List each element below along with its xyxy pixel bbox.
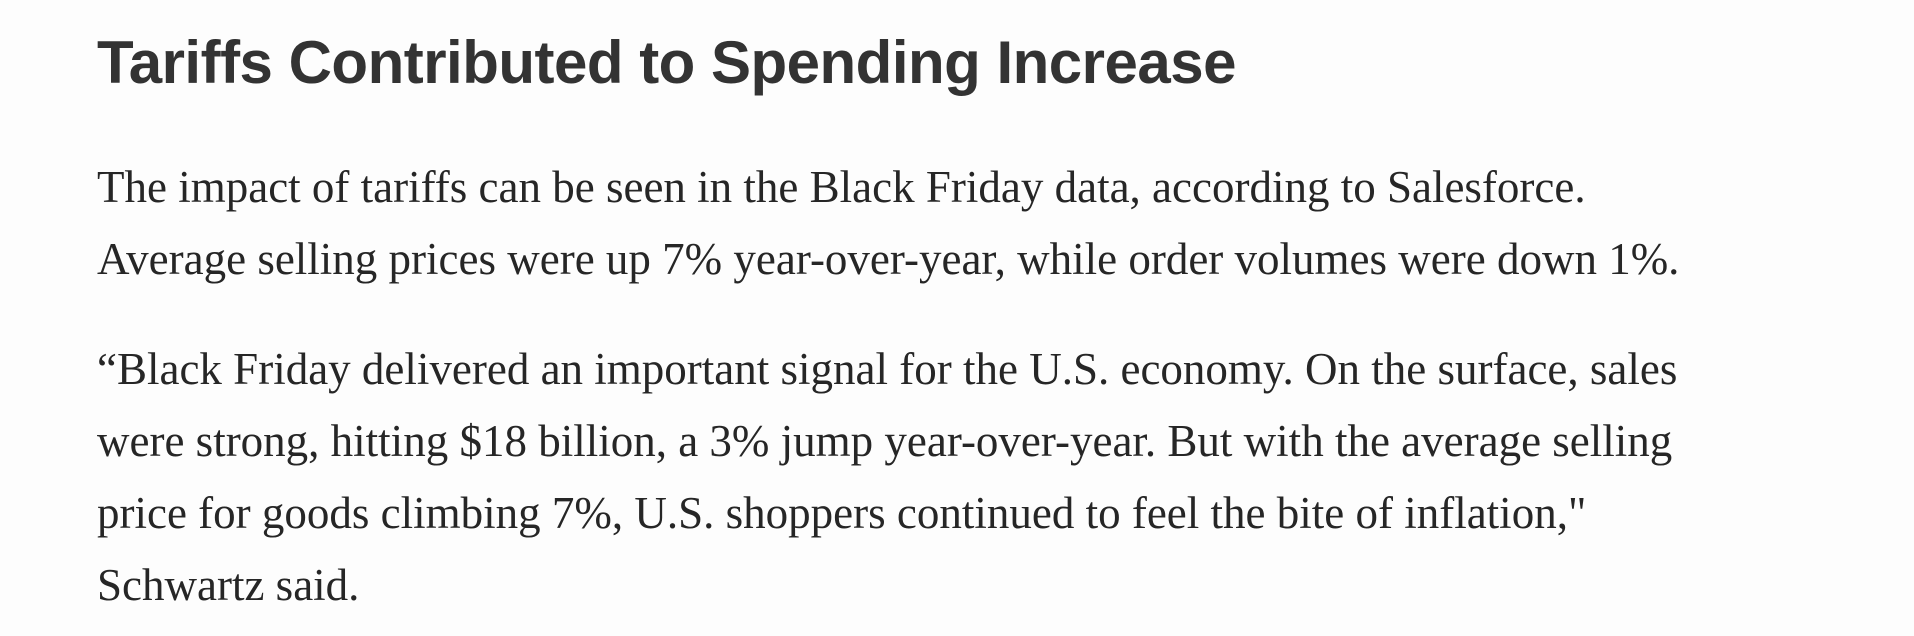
paragraph-tariff-impact: The impact of tariffs can be seen in the… [97, 151, 1679, 295]
paragraph-line: price for goods climbing 7%, U.S. shoppe… [97, 488, 1587, 538]
paragraph-line: “Black Friday delivered an important sig… [97, 344, 1678, 394]
paragraph-line: were strong, hitting $18 billion, a 3% j… [97, 416, 1673, 466]
paragraph-line: Average selling prices were up 7% year-o… [97, 234, 1680, 284]
section-heading: Tariffs Contributed to Spending Increase [97, 29, 1236, 96]
paragraph-quote: “Black Friday delivered an important sig… [97, 333, 1677, 621]
paragraph-line: Schwartz said. [97, 560, 360, 610]
paragraph-line: The impact of tariffs can be seen in the… [97, 162, 1586, 212]
